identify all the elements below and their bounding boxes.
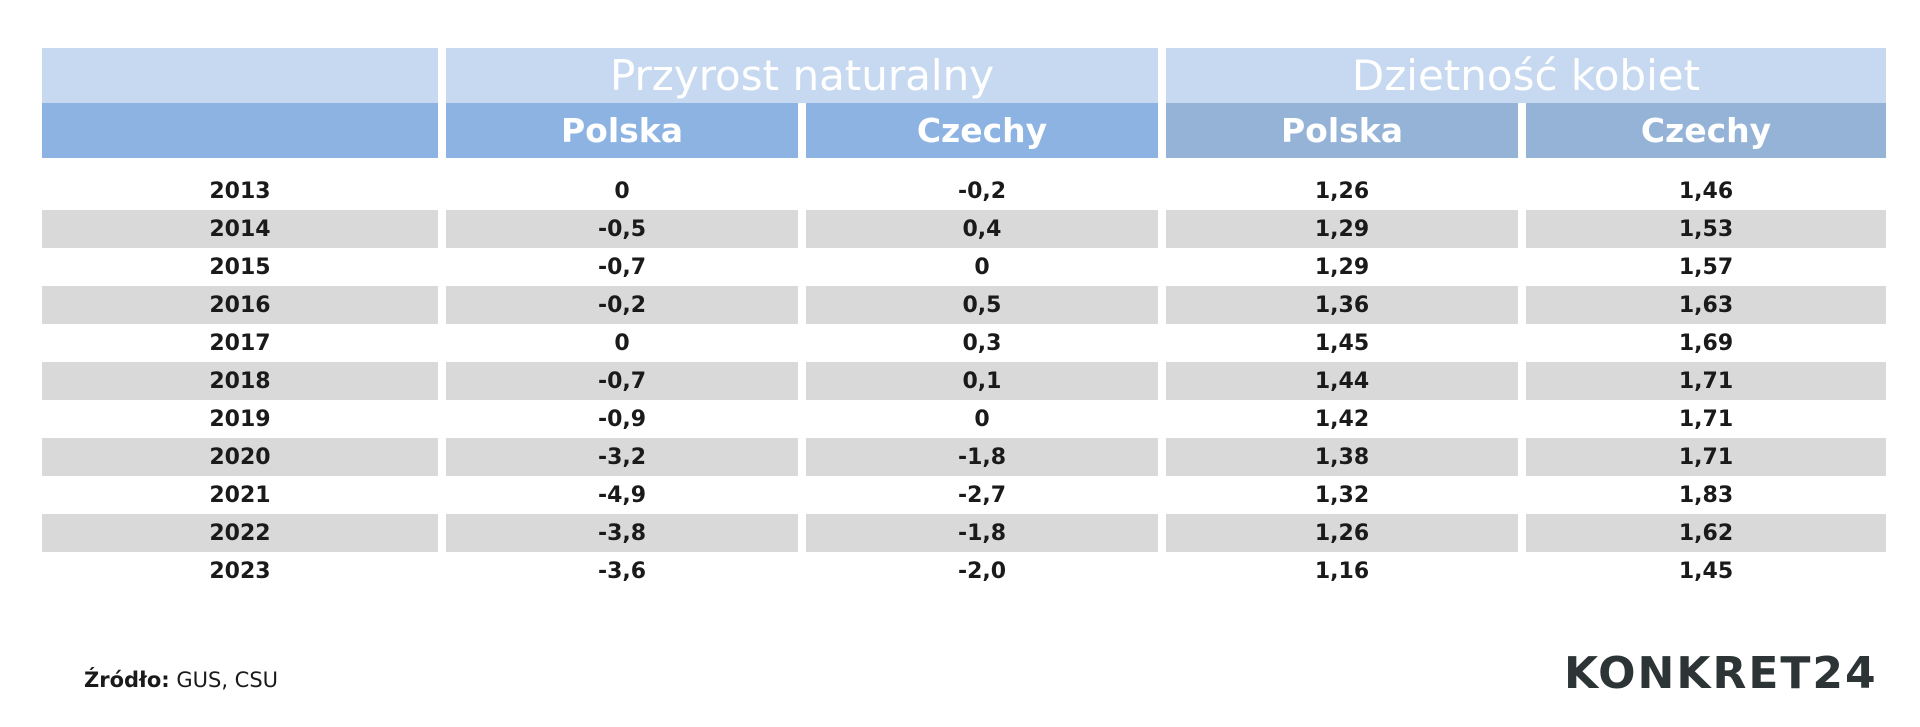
row-year-cell: 2018 <box>42 362 438 400</box>
table-cell: -1,8 <box>806 514 1158 552</box>
table-cell: 0,1 <box>806 362 1158 400</box>
table-cell: 1,71 <box>1526 362 1886 400</box>
row-year-cell: 2015 <box>209 254 271 280</box>
group-header-przyrost: Przyrost naturalny <box>446 48 1158 103</box>
column-header-przyrost-czechy: Czechy <box>806 103 1158 158</box>
table-cell: -4,9 <box>597 482 647 508</box>
table-cell: -0,7 <box>597 254 647 280</box>
table-cell: -1,8 <box>806 438 1158 476</box>
table-cell: 1,71 <box>1526 438 1886 476</box>
header-spacer <box>42 158 1886 172</box>
table-cell: 0,3 <box>962 330 1002 356</box>
table-cell: 1,44 <box>1166 362 1518 400</box>
table-cell: 1,63 <box>1526 286 1886 324</box>
column-header-dzietnosc-czechy: Czechy <box>1526 103 1886 158</box>
table-cell: 1,26 <box>1314 178 1370 204</box>
row-year-cell: 2016 <box>42 286 438 324</box>
source-text: GUS, CSU <box>176 668 279 692</box>
table-cell: -2,0 <box>957 558 1007 584</box>
table-cell: 1,42 <box>1314 406 1370 432</box>
row-year-cell: 2020 <box>42 438 438 476</box>
row-year-cell: 2021 <box>209 482 271 508</box>
table-cell: 1,16 <box>1314 558 1370 584</box>
table-cell: 1,38 <box>1166 438 1518 476</box>
table-cell: -0,5 <box>446 210 798 248</box>
table-cell: 0 <box>974 406 990 432</box>
table-cell: 1,62 <box>1526 514 1886 552</box>
table-cell: 0,5 <box>806 286 1158 324</box>
table-cell: 1,46 <box>1678 178 1734 204</box>
row-year-cell: 2013 <box>209 178 271 204</box>
table-cell: 0 <box>614 178 630 204</box>
table-cell: -2,7 <box>957 482 1007 508</box>
group-header-dzietnosc: Dzietność kobiet <box>1166 48 1886 103</box>
column-header-przyrost-polska: Polska <box>446 103 798 158</box>
table-cell: 1,71 <box>1678 406 1734 432</box>
data-table: Przyrost naturalny Dzietność kobiet Pols… <box>42 48 1886 590</box>
table-cell: 1,83 <box>1678 482 1734 508</box>
source-label: Źródło: <box>84 668 170 692</box>
row-year-cell: 2023 <box>209 558 271 584</box>
table-cell: 1,36 <box>1166 286 1518 324</box>
table-cell: 0,4 <box>806 210 1158 248</box>
table-cell: -0,7 <box>446 362 798 400</box>
table-cell: 1,32 <box>1314 482 1370 508</box>
row-year-cell: 2022 <box>42 514 438 552</box>
corner-cell <box>42 48 438 103</box>
row-year-cell: 2017 <box>209 330 271 356</box>
table-cell: 1,26 <box>1166 514 1518 552</box>
konkret24-logo: KONKRET24 <box>1564 648 1878 699</box>
table-cell: -0,9 <box>597 406 647 432</box>
table-cell: 1,69 <box>1678 330 1734 356</box>
table-cell: 1,29 <box>1314 254 1370 280</box>
table-cell: 1,45 <box>1314 330 1370 356</box>
source-note: Źródło: GUS, CSU <box>84 668 278 692</box>
table-cell: 0 <box>614 330 630 356</box>
table-cell: -3,2 <box>446 438 798 476</box>
column-header-dzietnosc-polska: Polska <box>1166 103 1518 158</box>
table-cell: -0,2 <box>957 178 1007 204</box>
table-cell: 1,29 <box>1166 210 1518 248</box>
row-year-cell: 2014 <box>42 210 438 248</box>
table-cell: 1,45 <box>1678 558 1734 584</box>
table-cell: -3,8 <box>446 514 798 552</box>
table-cell: -3,6 <box>597 558 647 584</box>
table-cell: -0,2 <box>446 286 798 324</box>
table-cell: 0 <box>974 254 990 280</box>
year-column-header <box>42 103 438 158</box>
row-year-cell: 2019 <box>209 406 271 432</box>
table-cell: 1,53 <box>1526 210 1886 248</box>
table-cell: 1,57 <box>1678 254 1734 280</box>
